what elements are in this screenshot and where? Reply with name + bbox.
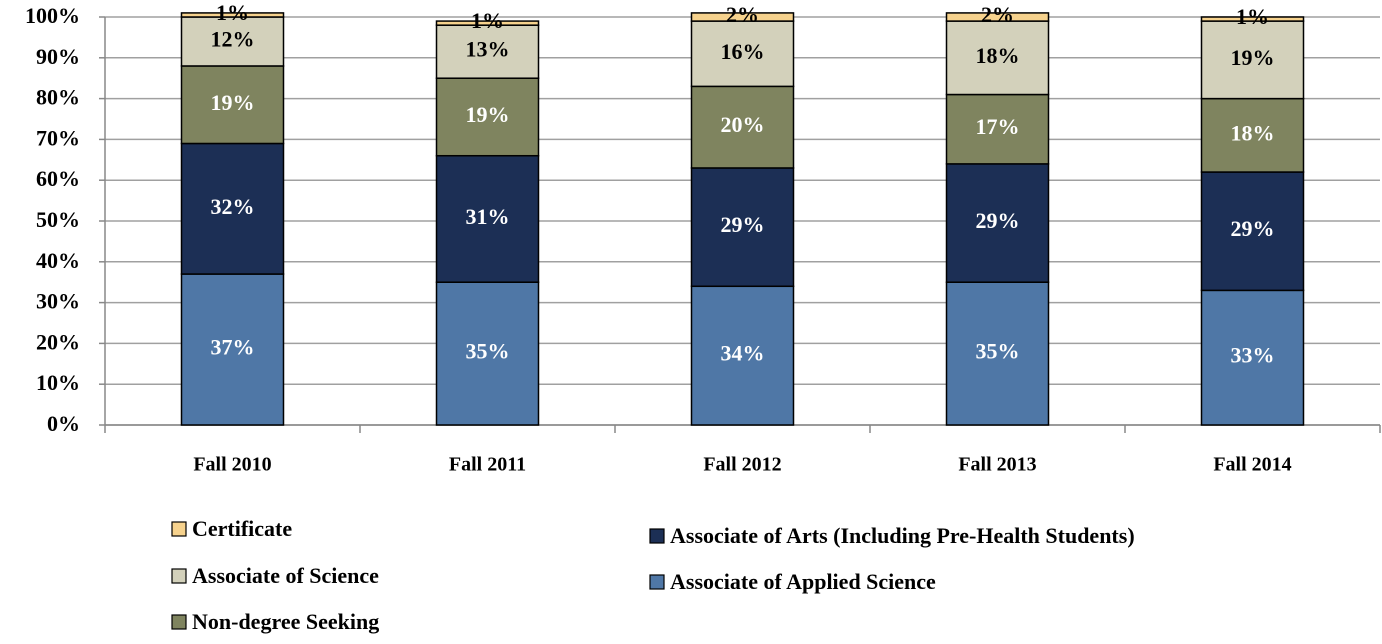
bar-segment: [690, 20, 795, 88]
bar-segment: [1200, 20, 1305, 100]
legend-swatch: [171, 614, 187, 630]
bar-segment: [435, 20, 540, 26]
y-tick-label: 50%: [36, 207, 80, 232]
legend-label: Non-degree Seeking: [192, 609, 379, 634]
data-label: 19%: [211, 90, 255, 115]
x-tick-label: Fall 2010: [193, 454, 271, 476]
data-label: 2%: [726, 2, 759, 27]
bar-segment: [180, 142, 285, 275]
data-label: 35%: [976, 339, 1020, 364]
data-label: 18%: [976, 43, 1020, 68]
y-tick-label: 0%: [47, 411, 80, 436]
bar-segment: [945, 93, 1050, 165]
bar-segment: [1200, 289, 1305, 426]
y-tick-label: 80%: [36, 85, 80, 110]
data-label: 13%: [466, 37, 510, 62]
x-tick-label: Fall 2013: [958, 454, 1036, 476]
data-label: 2%: [981, 2, 1014, 27]
data-label: 20%: [721, 112, 765, 137]
bar-segment: [435, 77, 540, 157]
y-tick-label: 40%: [36, 248, 80, 273]
legend-swatch: [171, 521, 187, 537]
legend-label: Associate of Arts (Including Pre-Health …: [670, 523, 1135, 548]
data-label: 33%: [1231, 343, 1275, 368]
data-label: 32%: [211, 194, 255, 219]
bar-segment: [945, 281, 1050, 426]
data-label: 16%: [721, 39, 765, 64]
y-tick-label: 20%: [36, 329, 80, 354]
bar-segment: [690, 167, 795, 288]
y-tick-label: 90%: [36, 44, 80, 69]
bar-segment: [690, 85, 795, 169]
data-label: 17%: [976, 114, 1020, 139]
data-label: 37%: [211, 335, 255, 360]
legend-label: Associate of Science: [192, 563, 379, 588]
legend-label: Certificate: [192, 516, 292, 541]
legend-label: Associate of Applied Science: [670, 569, 936, 594]
bar-segment: [435, 24, 540, 79]
bar-segment: [435, 281, 540, 426]
x-tick-label: Fall 2011: [449, 454, 526, 476]
bar-segment: [435, 154, 540, 283]
data-label: 29%: [1231, 216, 1275, 241]
data-label: 1%: [1236, 4, 1269, 29]
y-tick-label: 70%: [36, 125, 80, 150]
bar-segment: [690, 285, 795, 426]
bar-segment: [1200, 171, 1305, 292]
data-label: 29%: [976, 208, 1020, 233]
y-tick-label: 100%: [25, 3, 80, 28]
data-label: 19%: [1231, 45, 1275, 70]
bar-segment: [945, 20, 1050, 96]
data-label: 29%: [721, 212, 765, 237]
bar-segment: [1200, 16, 1305, 22]
legend-swatch: [649, 574, 665, 590]
data-label: 19%: [466, 102, 510, 127]
x-tick-label: Fall 2014: [1213, 454, 1291, 476]
x-tick-label: Fall 2012: [703, 454, 781, 476]
y-tick-label: 10%: [36, 370, 80, 395]
data-label: 35%: [466, 339, 510, 364]
data-label: 31%: [466, 204, 510, 229]
y-tick-label: 60%: [36, 166, 80, 191]
bar-segment: [180, 12, 285, 18]
bar-segment: [1200, 97, 1305, 173]
legend-swatch: [649, 528, 665, 544]
data-label: 1%: [471, 8, 504, 33]
bar-segment: [690, 12, 795, 22]
data-label: 18%: [1231, 120, 1275, 145]
bar-segment: [180, 65, 285, 145]
y-tick-label: 30%: [36, 289, 80, 314]
bar-segment: [945, 12, 1050, 22]
data-label: 1%: [216, 0, 249, 25]
bar-segment: [180, 273, 285, 426]
legend-swatch: [171, 568, 187, 584]
data-label: 12%: [211, 27, 255, 52]
data-label: 34%: [721, 341, 765, 366]
bar-segment: [945, 163, 1050, 283]
